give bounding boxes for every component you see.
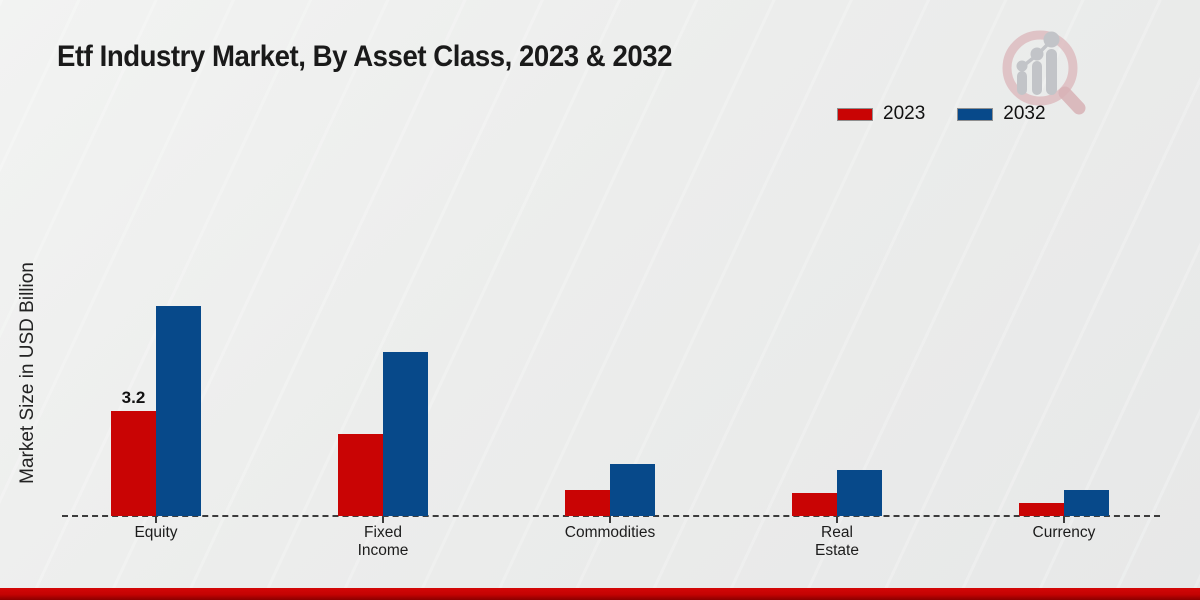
axis-tick — [836, 516, 838, 523]
legend-label-2032: 2032 — [1003, 103, 1046, 124]
bar-2023-fixed-income — [338, 434, 383, 516]
bar-2032-fixed-income — [383, 352, 428, 516]
legend-item-2032: 2032 — [957, 103, 1046, 125]
bar-value-label: 3.2 — [121, 388, 146, 407]
legend-swatch-2032 — [957, 107, 994, 121]
axis-tick — [382, 516, 384, 523]
bar-2032-commodities — [610, 464, 655, 516]
legend: 2023 2032 — [837, 103, 1046, 125]
bar-2032-equity — [156, 306, 201, 516]
logo-bars — [1016, 31, 1060, 95]
category-label: Currency — [1032, 524, 1096, 541]
bar-2032-currency — [1064, 490, 1109, 516]
axis-tick — [609, 516, 611, 523]
magnifier-growth-chart-logo — [1002, 30, 1086, 115]
category-label: Fixed Income — [357, 524, 409, 559]
axis-tick — [1063, 516, 1065, 523]
bar-2023-real-estate — [792, 493, 837, 516]
category-label: Commodities — [564, 524, 656, 541]
bar-2023-commodities — [565, 490, 610, 516]
legend-label-2023: 2023 — [883, 103, 926, 124]
chart-title: Etf Industry Market, By Asset Class, 202… — [57, 40, 673, 73]
bar-2023-equity — [111, 411, 156, 516]
bottom-accent-band — [0, 588, 1200, 600]
legend-swatch-2023 — [837, 107, 873, 121]
category-label: Equity — [134, 524, 178, 541]
legend-item-2023: 2023 — [837, 103, 925, 125]
x-axis-baseline — [62, 515, 1160, 517]
bar-2023-currency — [1019, 503, 1064, 516]
axis-tick — [155, 516, 157, 523]
category-label: Real Estate — [815, 524, 859, 559]
bar-2032-real-estate — [837, 470, 882, 516]
